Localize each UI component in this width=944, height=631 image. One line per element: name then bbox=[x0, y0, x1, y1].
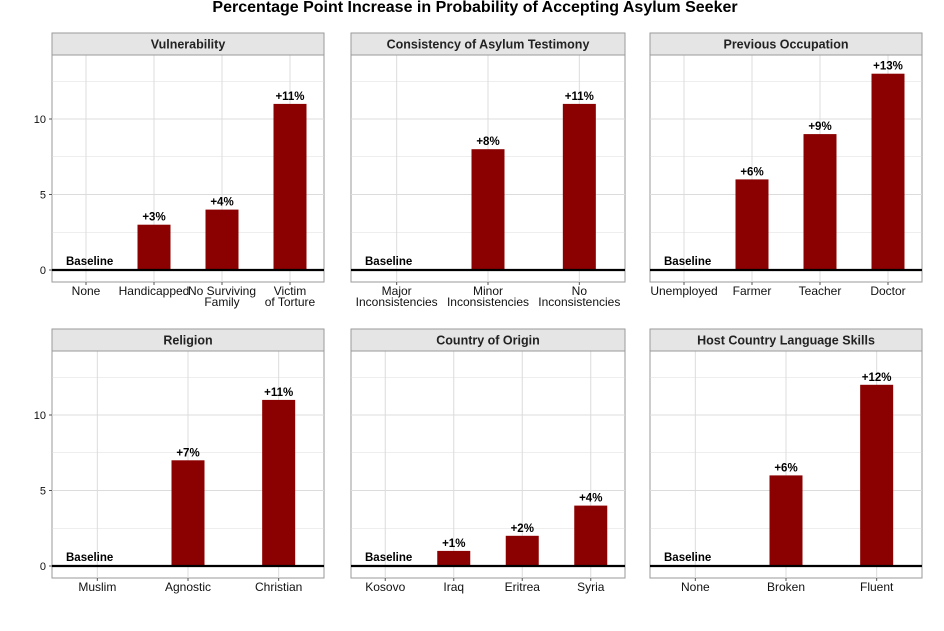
x-tick-label: Kosovo bbox=[365, 580, 405, 594]
data-label: +2% bbox=[511, 523, 534, 535]
x-tick-label: Minor Inconsistencies bbox=[447, 284, 529, 309]
x-tick-label: Agnostic bbox=[165, 580, 211, 594]
figure-title: Percentage Point Increase in Probability… bbox=[212, 0, 737, 16]
data-label: +8% bbox=[476, 136, 499, 148]
data-label: +11% bbox=[275, 91, 304, 103]
bar bbox=[262, 399, 296, 566]
facet-strip bbox=[350, 328, 626, 352]
facet-strip bbox=[51, 328, 325, 352]
data-label: +9% bbox=[808, 121, 831, 133]
panel-title: Host Country Language Skills bbox=[697, 334, 875, 348]
x-tick-label: Broken bbox=[767, 580, 805, 594]
x-tick-label: Handicapped bbox=[119, 284, 190, 298]
bar bbox=[562, 103, 596, 271]
panel-3: Previous Occupation Baseline +6% +9% +13% Une… bbox=[649, 32, 923, 298]
x-tick-label: Christian bbox=[255, 580, 302, 594]
facet-strip bbox=[649, 328, 923, 352]
panel-2: Consistency of Asylum Testimony Baseline +… bbox=[350, 32, 626, 309]
x-tick-label: Muslim bbox=[78, 580, 116, 594]
baseline-label: Baseline bbox=[664, 256, 711, 268]
data-label: +6% bbox=[774, 462, 797, 474]
bar bbox=[574, 505, 608, 566]
y-tick-label: 5 bbox=[40, 190, 46, 202]
baseline-label: Baseline bbox=[664, 552, 711, 564]
x-tick-label: No Surviving Family bbox=[188, 284, 256, 309]
baseline-label: Baseline bbox=[66, 256, 113, 268]
x-tick-label: Farmer bbox=[733, 284, 772, 298]
panel-5: Country of Origin Baseline +1% +2% +4% Kosovo… bbox=[350, 328, 626, 594]
y-tick-label: 10 bbox=[34, 114, 46, 126]
bar bbox=[871, 73, 905, 270]
data-label: +3% bbox=[142, 212, 165, 224]
facet-strip bbox=[649, 32, 923, 56]
x-tick-label: Fluent bbox=[860, 580, 894, 594]
x-tick-label: Eritrea bbox=[505, 580, 541, 594]
bar bbox=[505, 535, 539, 566]
bar bbox=[803, 134, 837, 270]
baseline-label: Baseline bbox=[365, 256, 412, 268]
facet-strip bbox=[350, 32, 626, 56]
bar bbox=[437, 550, 471, 566]
x-tick-label: Syria bbox=[577, 580, 605, 594]
panel-1: Vulnerability Baseline +3% +4% +11% None Handi… bbox=[34, 32, 325, 309]
x-tick-label: Doctor bbox=[870, 284, 905, 298]
panel-title: Previous Occupation bbox=[723, 38, 848, 52]
bar bbox=[171, 460, 205, 566]
panel-title: Vulnerability bbox=[151, 38, 226, 52]
x-tick-label: Teacher bbox=[799, 284, 842, 298]
x-tick-label: Unemployed bbox=[650, 284, 717, 298]
baseline-label: Baseline bbox=[365, 552, 412, 564]
data-label: +13% bbox=[873, 61, 903, 73]
panel-title: Country of Origin bbox=[436, 334, 539, 348]
y-tick-label: 0 bbox=[40, 265, 46, 277]
panel-6: Host Country Language Skills Baseline +6% +… bbox=[649, 328, 923, 594]
bar bbox=[205, 209, 239, 270]
data-label: +11% bbox=[264, 387, 293, 399]
panel-title: Consistency of Asylum Testimony bbox=[387, 38, 590, 52]
x-tick-label: Victim of Torture bbox=[265, 284, 316, 309]
bar bbox=[137, 224, 171, 270]
x-tick-label: No Inconsistencies bbox=[538, 284, 620, 309]
bar bbox=[860, 384, 894, 566]
data-label: +1% bbox=[442, 538, 465, 550]
x-tick-label: Major Inconsistencies bbox=[356, 284, 438, 309]
x-tick-label: None bbox=[72, 284, 101, 298]
data-label: +11% bbox=[565, 91, 594, 103]
bar bbox=[471, 149, 505, 270]
y-tick-label: 0 bbox=[40, 561, 46, 573]
facet-strip bbox=[51, 32, 325, 56]
bar bbox=[273, 103, 307, 271]
baseline-label: Baseline bbox=[66, 552, 113, 564]
bar bbox=[769, 475, 803, 566]
y-tick-label: 10 bbox=[34, 410, 46, 422]
data-label: +12% bbox=[862, 372, 892, 384]
x-tick-label: None bbox=[681, 580, 710, 594]
x-tick-label: Iraq bbox=[443, 580, 464, 594]
panel-title: Religion bbox=[163, 334, 212, 348]
data-label: +4% bbox=[210, 197, 233, 209]
data-label: +7% bbox=[176, 447, 199, 459]
data-label: +6% bbox=[740, 166, 763, 178]
panel-4: Religion Baseline +7% +11% Muslim Agnostic Chr… bbox=[34, 328, 325, 594]
y-tick-label: 5 bbox=[40, 486, 46, 498]
data-label: +4% bbox=[579, 493, 602, 505]
bar bbox=[735, 179, 769, 270]
